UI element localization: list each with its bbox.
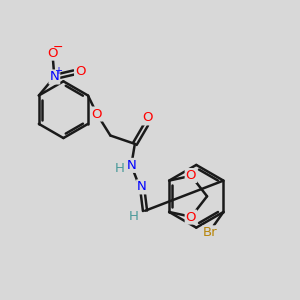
Text: −: −	[53, 40, 64, 54]
Text: +: +	[54, 66, 62, 76]
Text: H: H	[115, 162, 125, 175]
Text: H: H	[129, 210, 139, 223]
Text: O: O	[186, 211, 196, 224]
Text: O: O	[142, 111, 153, 124]
Text: O: O	[48, 46, 58, 60]
Text: O: O	[92, 107, 102, 121]
Text: N: N	[126, 159, 136, 172]
Text: N: N	[50, 70, 59, 83]
Text: O: O	[186, 169, 196, 182]
Text: O: O	[75, 64, 86, 77]
Text: Br: Br	[203, 226, 218, 239]
Text: N: N	[137, 180, 147, 194]
